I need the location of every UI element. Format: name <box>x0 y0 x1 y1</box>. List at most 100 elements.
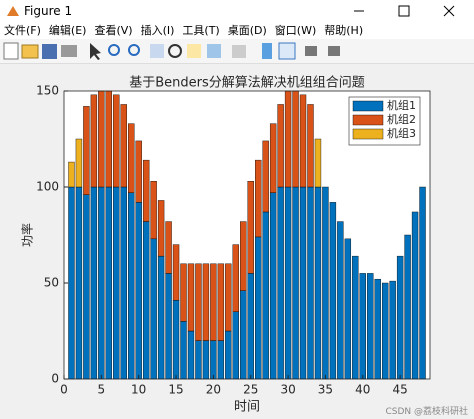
menu-item[interactable]: 桌面(D) <box>227 24 267 37</box>
bar-segment <box>240 290 247 380</box>
bar-segment <box>284 90 292 188</box>
menu-item[interactable]: 窗口(W) <box>274 24 317 37</box>
bar-segment <box>411 211 419 380</box>
bar-segment <box>120 104 127 188</box>
bar-segment <box>307 104 314 188</box>
bar-segment <box>344 238 352 380</box>
x-tick-label: 5 <box>98 383 106 397</box>
bar-segment <box>157 200 165 257</box>
menu-item[interactable]: 查看(V) <box>94 24 133 37</box>
bar-segment <box>202 263 210 341</box>
bar-segment <box>277 104 284 188</box>
y-tick-label: 100 <box>36 180 59 194</box>
bar-segment <box>262 211 269 380</box>
bar-segment <box>269 123 277 193</box>
bar-segment <box>180 321 187 380</box>
bar-segment <box>396 255 404 380</box>
bar-segment <box>337 221 344 380</box>
menu-item[interactable]: 工具(T) <box>182 24 220 37</box>
legend-label: 机组3 <box>387 126 416 140</box>
bar-segment <box>329 202 337 380</box>
bar-segment <box>128 192 135 380</box>
bar-segment <box>352 255 359 380</box>
bar-segment <box>105 90 113 188</box>
menu-item[interactable]: 插入(I) <box>140 24 175 37</box>
legend-label: 机组2 <box>387 112 416 126</box>
bar-segment <box>165 221 172 274</box>
legend-swatch <box>352 114 384 126</box>
bar-segment <box>255 159 262 238</box>
bar-segment <box>389 280 396 380</box>
bar-segment <box>217 340 225 380</box>
bar-segment <box>180 263 187 322</box>
x-axis-label: 时间 <box>234 400 260 415</box>
bar-segment <box>225 263 232 332</box>
legend-label: 机组1 <box>387 98 416 112</box>
app-icon <box>7 6 19 16</box>
toolbar <box>0 39 474 64</box>
bar-segment <box>83 106 90 195</box>
bar-segment <box>232 311 239 380</box>
x-tick-label: 10 <box>131 383 146 397</box>
bar-segment <box>284 186 292 380</box>
bar-segment <box>255 236 262 380</box>
bar-segment <box>113 94 120 188</box>
bar-segment <box>367 273 374 380</box>
bar-segment <box>322 186 329 380</box>
bar-segment <box>83 194 90 380</box>
bar-segment <box>172 300 180 380</box>
bar-segment <box>292 90 299 188</box>
bar-segment <box>142 221 150 380</box>
menu-item[interactable]: 文件(F) <box>4 24 41 37</box>
x-tick-label: 30 <box>280 383 295 397</box>
bar-segment <box>247 181 254 274</box>
x-tick-label: 35 <box>318 383 333 397</box>
window-title: Figure 1 <box>24 4 73 18</box>
bar-segment <box>98 90 105 188</box>
bar-segment <box>105 186 113 380</box>
bar-segment <box>419 186 426 380</box>
bar-segment <box>202 340 210 380</box>
menu-item[interactable]: 帮助(H) <box>324 24 364 37</box>
y-tick-label: 150 <box>36 84 59 98</box>
bar-segment <box>307 186 314 380</box>
bar-segment <box>314 186 322 380</box>
bar-segment <box>187 263 195 332</box>
chart: 基于Benders分解算法解决机组组合问题 功率 时间 0 50 100 150 0 5 1… <box>20 76 431 415</box>
window-controls[interactable] <box>334 0 474 22</box>
bar-segment <box>240 221 247 291</box>
bar-segment <box>277 186 284 380</box>
bar-segment <box>247 273 254 380</box>
bar-segment <box>68 161 75 188</box>
bar-segment <box>374 278 381 380</box>
bar-segment <box>142 159 150 222</box>
bar-segment <box>135 202 142 380</box>
bar-segment <box>195 263 202 341</box>
bar-segment <box>232 244 239 313</box>
bar-segment <box>299 94 307 188</box>
x-tick-label: 45 <box>392 383 407 397</box>
axes-box <box>63 90 431 380</box>
bar-segment <box>187 330 195 380</box>
bar-segment <box>359 273 366 380</box>
bar-segment <box>128 123 135 193</box>
toolbar-icons[interactable] <box>0 39 474 63</box>
menu-item[interactable]: 编辑(E) <box>48 24 87 37</box>
chart-title: 基于Benders分解算法解决机组组合问题 <box>129 76 365 91</box>
x-tick-label: 25 <box>243 383 258 397</box>
bar-segment <box>150 238 157 380</box>
bar-segment <box>135 140 142 203</box>
bar-segment <box>68 186 75 380</box>
title-bar: Figure 1 <box>0 0 474 22</box>
bar-segment <box>172 244 180 301</box>
bar-segment <box>299 186 307 380</box>
watermark: CSDN @荔枝科研社 <box>385 407 468 417</box>
bar-segment <box>120 186 127 380</box>
bar-segment <box>157 255 165 380</box>
bar-segment <box>210 263 217 341</box>
bar-segment <box>165 273 172 380</box>
legend-swatch <box>352 128 384 140</box>
legend-swatch <box>352 100 384 112</box>
y-tick-label: 0 <box>51 372 59 386</box>
bar-segment <box>150 181 157 240</box>
